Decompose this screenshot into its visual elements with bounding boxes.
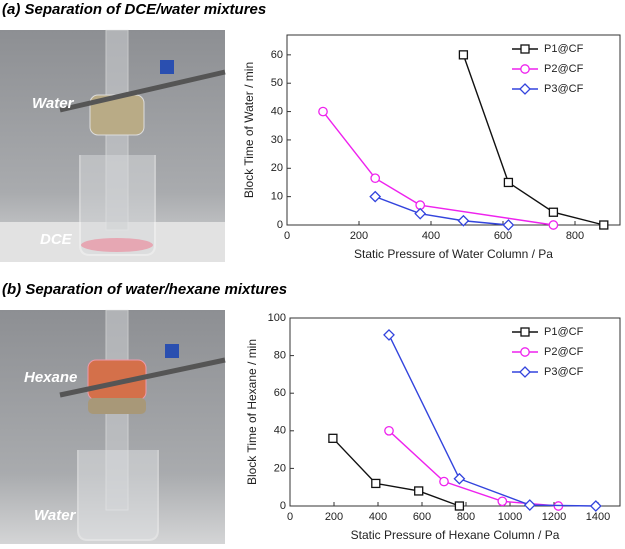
marker [458, 50, 469, 60]
x-axis-label: Static Pressure of Hexane Column / Pa [351, 528, 560, 542]
y-tick-label: 0 [277, 219, 283, 231]
y-tick-label: 50 [271, 77, 283, 89]
x-tick-label: 1400 [586, 511, 610, 523]
x-tick-label: 600 [413, 511, 431, 523]
y-tick-label: 0 [280, 500, 286, 512]
legend-label: P1@CF [544, 326, 584, 338]
y-tick-label: 30 [271, 134, 283, 146]
marker [383, 329, 395, 341]
x-tick-label: 0 [287, 511, 293, 523]
y-tick-label: 20 [274, 462, 286, 474]
photo-label: DCE [40, 231, 73, 248]
x-tick-label: 800 [457, 511, 475, 523]
y-tick-label: 80 [274, 350, 286, 362]
x-tick-label: 400 [422, 230, 440, 242]
marker [519, 366, 531, 378]
x-tick-label: 1200 [542, 511, 566, 523]
y-tick-label: 40 [271, 105, 283, 117]
photo-label: Hexane [24, 369, 77, 386]
series-line [322, 111, 554, 226]
series-line [462, 54, 604, 226]
marker [503, 177, 514, 188]
marker [520, 44, 530, 54]
marker [414, 207, 427, 220]
marker [548, 220, 559, 230]
photo [0, 29, 226, 262]
x-tick-label: 400 [369, 511, 387, 523]
marker [439, 476, 449, 487]
marker [454, 501, 465, 511]
y-axis-label: Block Time of Hexane / min [245, 339, 259, 485]
y-tick-label: 40 [274, 425, 286, 437]
legend-label: P2@CF [544, 63, 584, 75]
marker [328, 433, 338, 443]
legend-label: P3@CF [544, 83, 584, 95]
y-tick-label: 10 [271, 191, 283, 203]
x-tick-label: 1000 [498, 511, 522, 523]
plot-frame [286, 34, 621, 226]
x-axis-label: Static Pressure of Water Column / Pa [354, 247, 553, 261]
panel-heading: (a) Separation of DCE/water mixtures [2, 1, 266, 18]
photo-label: Water [34, 507, 77, 524]
marker [520, 347, 530, 357]
marker [589, 500, 602, 512]
marker [457, 214, 470, 227]
marker [520, 64, 530, 74]
y-tick-label: 60 [271, 49, 283, 61]
marker [370, 173, 381, 184]
series-line [374, 195, 509, 226]
x-tick-label: 0 [284, 230, 290, 242]
y-tick-label: 100 [268, 312, 286, 324]
marker [599, 220, 609, 230]
marker [548, 207, 559, 217]
x-tick-label: 200 [350, 230, 368, 242]
marker [502, 219, 515, 231]
photo [0, 309, 226, 544]
marker [371, 478, 381, 489]
series-line [332, 437, 460, 507]
marker [369, 190, 382, 203]
marker [414, 486, 424, 496]
panel-heading: (b) Separation of water/hexane mixtures [2, 281, 287, 298]
marker [519, 83, 531, 95]
marker [497, 496, 508, 507]
legend-label: P1@CF [544, 43, 584, 55]
marker [523, 499, 536, 511]
y-tick-label: 60 [274, 387, 286, 399]
y-axis-label: Block Time of Water / min [242, 62, 256, 198]
marker [318, 106, 328, 117]
x-tick-label: 600 [494, 230, 512, 242]
series-line [388, 334, 596, 507]
legend-label: P2@CF [544, 346, 584, 358]
marker [384, 425, 394, 436]
y-tick-label: 20 [271, 162, 283, 174]
legend-label: P3@CF [544, 366, 584, 378]
photo-label: Water [32, 95, 75, 112]
marker [520, 327, 530, 337]
marker [453, 472, 466, 485]
x-tick-label: 200 [325, 511, 343, 523]
x-tick-label: 800 [566, 230, 584, 242]
